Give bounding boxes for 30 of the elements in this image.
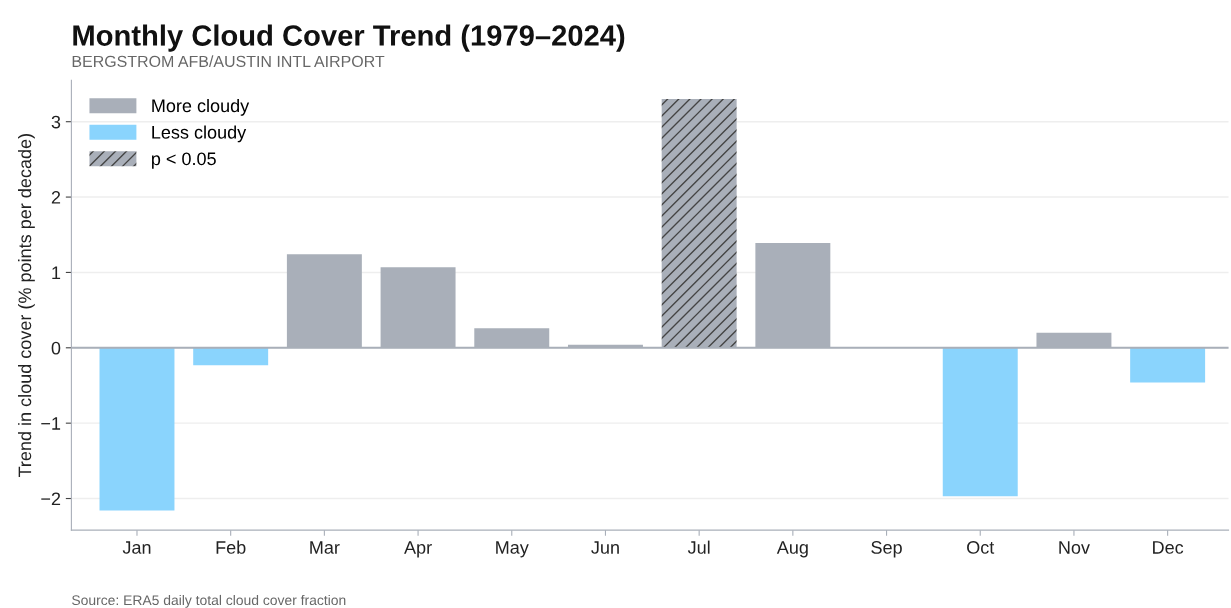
source-note: Source: ERA5 daily total cloud cover fraction (72, 594, 346, 608)
bar (193, 347, 269, 366)
y-tick-label: 3 (51, 115, 61, 129)
y-tick-label: 2 (51, 191, 61, 204)
x-tick-label: Jun (591, 541, 619, 554)
x-tick-label: Feb (216, 540, 246, 554)
bar (99, 347, 175, 511)
y-axis-title: Trend in cloud cover (% points per decade) (18, 134, 35, 478)
y-tick-label: −1 (41, 417, 61, 430)
x-tick-label: Nov (1059, 541, 1090, 554)
x-tick-label: Aug (776, 541, 808, 558)
x-tick-label: May (496, 541, 529, 558)
x-tick-label: Jan (122, 541, 151, 554)
bar (661, 99, 737, 348)
x-tick-label: Jul (687, 540, 710, 554)
x-tick-label: Dec (1153, 541, 1184, 554)
x-tick-label: Sep (871, 541, 902, 558)
y-tick-label: 0 (51, 341, 61, 355)
x-tick-label: Oct (967, 541, 995, 554)
chart-subtitle: BERGSTROM AFB/AUSTIN INTL AIRPORT (72, 55, 385, 68)
legend-label: Less cloudy (152, 125, 247, 143)
bar (942, 347, 1018, 497)
bar (1130, 347, 1206, 383)
chart-title: Monthly Cloud Cover Trend (1979–2024) (73, 24, 625, 52)
x-tick-label: Mar (310, 541, 340, 554)
y-tick-label: 1 (52, 266, 61, 279)
legend-label: p < 0.05 (152, 152, 216, 169)
y-tick-label: −2 (41, 492, 61, 506)
x-tick-label: Apr (404, 541, 432, 558)
legend-label: More cloudy (152, 98, 250, 116)
